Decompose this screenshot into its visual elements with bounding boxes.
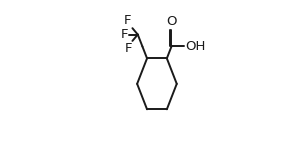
Text: F: F <box>121 28 128 41</box>
Text: F: F <box>124 42 132 55</box>
Text: O: O <box>166 15 177 28</box>
Text: OH: OH <box>185 40 206 53</box>
Text: F: F <box>124 14 132 27</box>
